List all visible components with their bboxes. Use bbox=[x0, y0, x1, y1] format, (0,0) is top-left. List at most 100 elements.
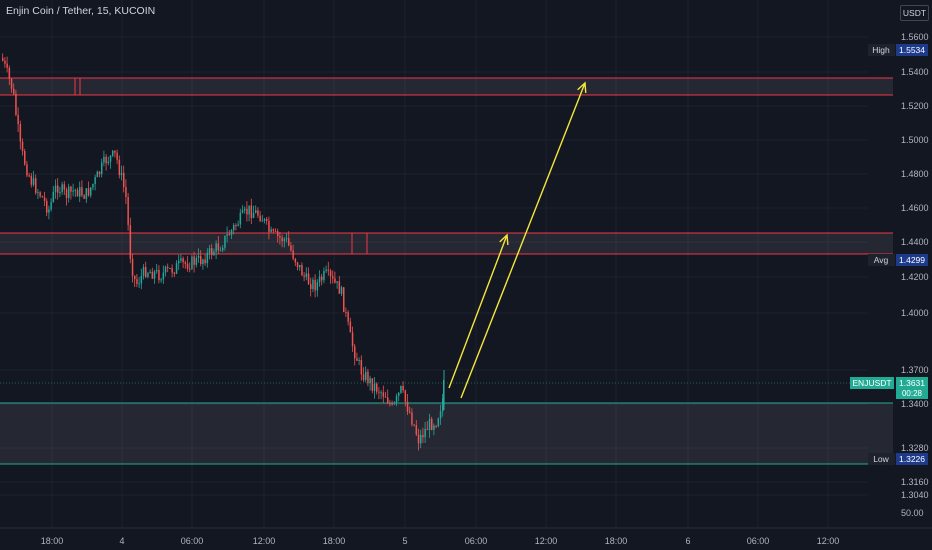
candle-body bbox=[175, 263, 178, 274]
candle-body bbox=[206, 252, 209, 264]
projection-arrow-head bbox=[499, 233, 509, 246]
candle-body bbox=[233, 224, 235, 231]
candle-body bbox=[54, 185, 57, 192]
x-tick-label: 12:00 bbox=[253, 536, 276, 546]
y-tick-label: 1.4000 bbox=[901, 308, 929, 318]
candle-body bbox=[321, 276, 323, 281]
candle-body bbox=[239, 212, 242, 225]
last-price-bg bbox=[896, 377, 928, 399]
candle-body bbox=[156, 269, 158, 272]
candle-body bbox=[215, 243, 217, 252]
candle-body bbox=[123, 172, 125, 187]
candle-body bbox=[136, 279, 138, 284]
candle-body bbox=[443, 380, 445, 405]
candle-body bbox=[226, 234, 228, 236]
candle-body bbox=[409, 411, 411, 413]
candle-body bbox=[149, 271, 151, 274]
candle-body bbox=[39, 192, 41, 197]
candle-body bbox=[391, 403, 393, 405]
candle-body bbox=[10, 78, 13, 89]
candle-body bbox=[112, 150, 114, 156]
candle-body bbox=[415, 425, 418, 435]
candle-body bbox=[21, 141, 24, 152]
symbol-title: Enjin Coin / Tether, 15, KUCOIN bbox=[6, 5, 156, 17]
candle-body bbox=[43, 197, 46, 201]
candle-body bbox=[204, 259, 206, 264]
candle-body bbox=[197, 255, 200, 258]
candle-body bbox=[371, 378, 374, 391]
candle-body bbox=[442, 398, 444, 412]
x-tick-label: 12:00 bbox=[535, 536, 558, 546]
candle-body bbox=[252, 212, 255, 219]
candle-body bbox=[318, 276, 321, 283]
candle-body bbox=[17, 114, 19, 125]
x-tick-label: 18:00 bbox=[323, 536, 346, 546]
candle-body bbox=[68, 186, 70, 198]
candle-body bbox=[169, 268, 171, 270]
candle-body bbox=[413, 424, 415, 426]
currency-button[interactable]: USDT bbox=[900, 5, 929, 21]
candle-body bbox=[46, 200, 48, 213]
x-tick-label: 12:00 bbox=[817, 536, 840, 546]
candle-body bbox=[426, 428, 429, 430]
zones bbox=[0, 77, 893, 465]
candle-body bbox=[30, 175, 33, 185]
candle-body bbox=[13, 88, 15, 94]
x-tick-label: 5 bbox=[402, 536, 407, 546]
candle-body bbox=[259, 215, 261, 222]
candle-body bbox=[296, 262, 299, 268]
candle-body bbox=[6, 63, 8, 68]
candle-body bbox=[85, 188, 88, 199]
x-tick-label: 06:00 bbox=[181, 536, 204, 546]
candle-body bbox=[202, 259, 204, 265]
y-tick-label: 1.4600 bbox=[901, 203, 929, 213]
candle-body bbox=[270, 229, 272, 232]
candle-body bbox=[37, 192, 39, 194]
candle-body bbox=[274, 230, 277, 232]
candle-body bbox=[299, 264, 301, 268]
candle-body bbox=[400, 385, 402, 393]
projection-arrows bbox=[448, 81, 587, 399]
grid bbox=[0, 0, 868, 528]
candle-body bbox=[184, 262, 187, 264]
candle-body bbox=[138, 283, 140, 285]
candle-body bbox=[310, 284, 312, 290]
candle-body bbox=[417, 434, 420, 444]
candle-body bbox=[376, 383, 378, 392]
candle-body bbox=[114, 150, 116, 153]
candle-body bbox=[237, 224, 239, 226]
candle-body bbox=[382, 392, 385, 397]
candle-body bbox=[145, 267, 147, 277]
candle-body bbox=[57, 185, 59, 193]
candle-body bbox=[336, 281, 338, 283]
y-tick-label: 1.3400 bbox=[901, 399, 929, 409]
candle-body bbox=[389, 403, 391, 405]
candle-body bbox=[52, 191, 55, 202]
candle-body bbox=[378, 391, 380, 393]
candle-body bbox=[147, 273, 149, 277]
candle-body bbox=[222, 247, 224, 251]
candle-body bbox=[294, 258, 297, 263]
candle-body bbox=[107, 161, 110, 164]
candle-body bbox=[332, 276, 334, 279]
candle-body bbox=[354, 346, 356, 359]
candle-body bbox=[241, 210, 244, 213]
zone-resistance bbox=[0, 78, 893, 95]
y-tick-label: 1.4800 bbox=[901, 169, 929, 179]
candle-body bbox=[340, 287, 343, 294]
candle-body bbox=[283, 239, 286, 242]
candle-body bbox=[279, 236, 281, 238]
candle-body bbox=[182, 258, 184, 263]
candle-body bbox=[189, 268, 191, 270]
y-tick-label: 1.4200 bbox=[901, 272, 929, 282]
candle-body bbox=[28, 175, 30, 177]
candle-body bbox=[32, 178, 35, 185]
y-tick-label: 1.5400 bbox=[901, 67, 929, 77]
candle-body bbox=[351, 332, 354, 347]
candle-body bbox=[290, 245, 292, 251]
candle-body bbox=[24, 151, 26, 165]
candle-body bbox=[142, 267, 145, 276]
candle-body bbox=[420, 434, 422, 444]
zone-resistance bbox=[0, 233, 893, 254]
